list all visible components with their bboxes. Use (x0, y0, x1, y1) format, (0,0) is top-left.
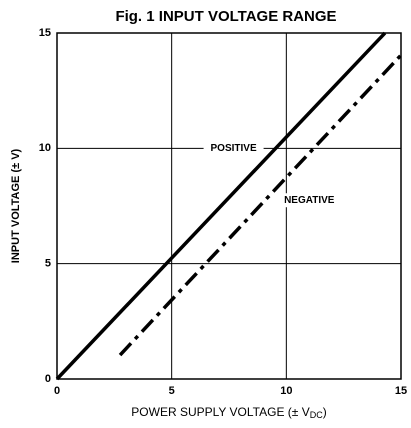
y-tick-label: 15 (39, 27, 51, 39)
y-tick-label: 10 (39, 142, 51, 154)
y-axis-label: INPUT VOLTAGE (± V) (10, 148, 22, 263)
chart-title: Fig. 1 INPUT VOLTAGE RANGE (115, 8, 336, 25)
annotation: NEGATIVE (284, 195, 335, 206)
x-axis-label-sub: DC (310, 410, 323, 420)
series-line (118, 53, 403, 357)
x-axis-label: POWER SUPPLY VOLTAGE (± VDC) (131, 405, 326, 420)
x-tick-label: 15 (395, 385, 407, 397)
x-axis-label-part: ) (323, 405, 327, 419)
x-tick-label: 10 (280, 385, 292, 397)
series-line (55, 31, 387, 381)
x-axis-label-part: POWER SUPPLY VOLTAGE (± V (131, 405, 309, 419)
annotation-bg (279, 193, 340, 208)
y-tick-label: 0 (45, 373, 51, 385)
x-tick-label: 0 (54, 385, 60, 397)
y-tick-label: 5 (45, 258, 51, 270)
annotation-bg (203, 141, 264, 156)
annotation: POSITIVE (211, 143, 257, 154)
x-tick-label: 5 (169, 385, 175, 397)
